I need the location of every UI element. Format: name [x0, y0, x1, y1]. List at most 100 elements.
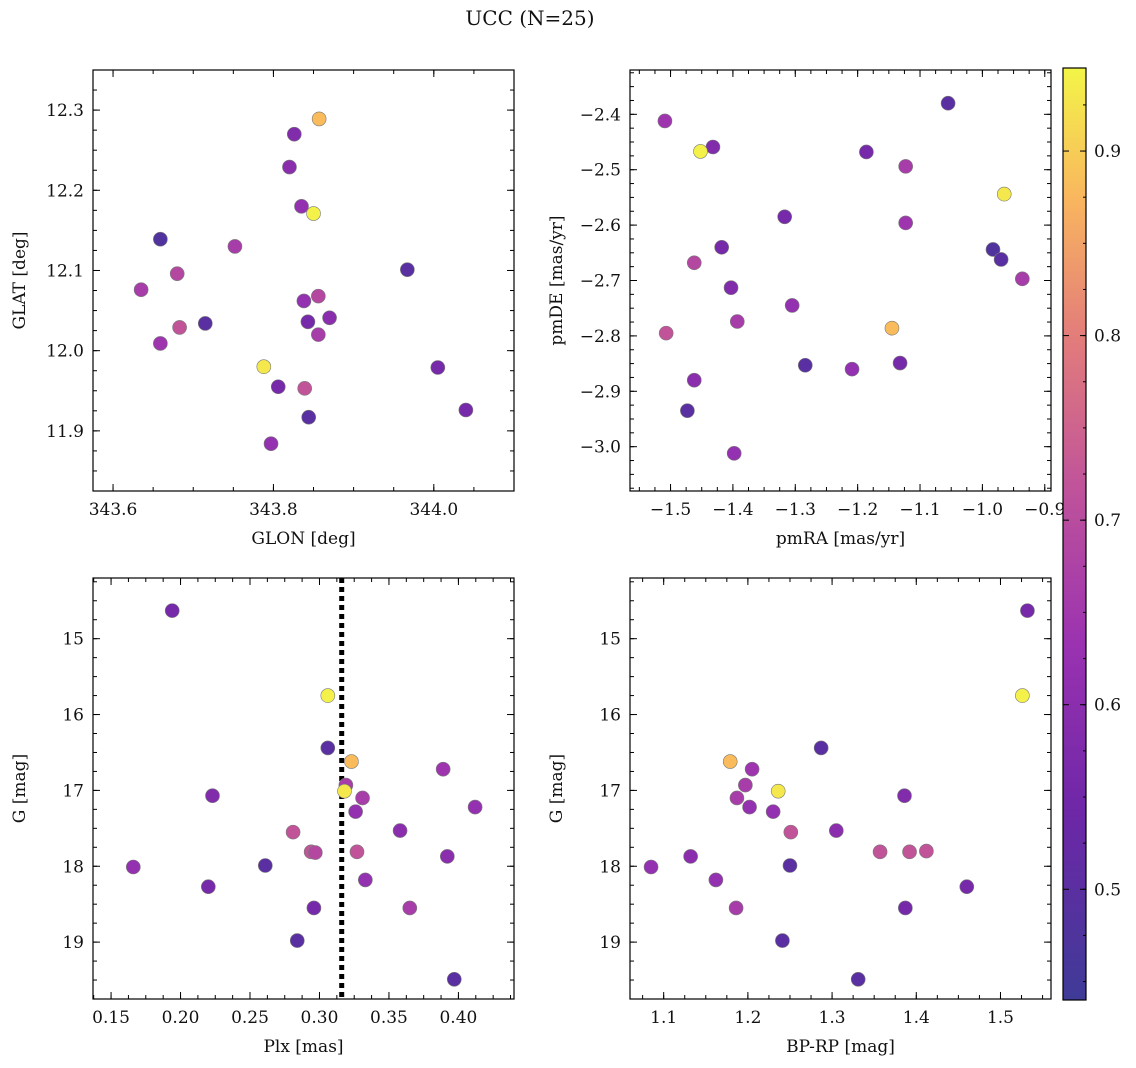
data-point: [153, 336, 168, 351]
data-point: [897, 788, 912, 804]
data-point: [658, 325, 674, 341]
data-point: [828, 823, 844, 838]
data-point: [169, 266, 185, 281]
data-point: [705, 139, 721, 155]
axes-frame: [92, 577, 515, 1000]
data-point: [205, 788, 220, 804]
data-point: [263, 436, 279, 451]
colorbar-tick-label: 0.7: [1094, 511, 1121, 531]
data-point: [708, 872, 724, 888]
data-point: [940, 95, 956, 111]
data-point: [355, 790, 370, 806]
data-point: [349, 844, 365, 860]
data-point: [742, 799, 757, 815]
data-point: [813, 740, 829, 756]
y-tick-label: 18: [599, 857, 621, 877]
data-point: [884, 320, 900, 336]
data-point: [358, 872, 373, 888]
y-axis-label: G [mag]: [10, 754, 30, 823]
data-point: [286, 126, 302, 142]
y-tick-label: 17: [599, 781, 621, 801]
data-point: [714, 239, 729, 255]
y-tick-label: −2.5: [580, 161, 621, 181]
data-point: [728, 900, 744, 916]
data-point: [308, 845, 323, 860]
y-tick-label: −3.0: [580, 438, 621, 458]
data-point: [285, 824, 301, 840]
data-point: [898, 159, 913, 174]
data-point: [683, 849, 698, 864]
data-point: [311, 288, 326, 304]
data-point: [680, 403, 695, 418]
y-tick-label: 19: [599, 933, 621, 953]
y-tick-label: −2.4: [580, 105, 621, 125]
data-point: [337, 783, 352, 799]
axes-frame: [629, 577, 1052, 1000]
x-tick-label: −1.1: [899, 500, 940, 520]
data-point: [467, 799, 483, 815]
y-tick-label: 12.2: [46, 181, 84, 201]
data-point: [902, 844, 917, 860]
data-point: [1015, 688, 1030, 703]
data-point: [430, 360, 446, 375]
data-point: [402, 900, 418, 916]
figure-title: UCC (N=25): [465, 6, 595, 30]
y-tick-label: 12.1: [46, 261, 84, 281]
y-tick-label: 15: [62, 630, 84, 650]
x-tick-label: −1.3: [775, 500, 816, 520]
data-point: [296, 293, 312, 309]
x-tick-label: 1.5: [987, 1008, 1014, 1028]
data-point: [844, 361, 860, 377]
x-tick-label: 1.1: [650, 1008, 677, 1028]
data-point: [777, 209, 792, 225]
x-tick-label: 0.25: [231, 1008, 269, 1028]
data-point: [850, 971, 866, 987]
x-tick-label: −1.2: [837, 500, 878, 520]
data-point: [400, 262, 415, 277]
x-tick-label: 0.30: [301, 1008, 339, 1028]
y-tick-label: 18: [62, 857, 84, 877]
y-axis-label: GLAT [deg]: [10, 231, 30, 329]
data-point: [686, 255, 702, 271]
data-point: [726, 446, 742, 461]
data-point: [729, 314, 745, 329]
data-point: [256, 359, 272, 375]
y-tick-label: 11.9: [46, 422, 84, 442]
data-point: [172, 320, 187, 335]
data-point: [344, 754, 359, 769]
data-point: [458, 402, 474, 418]
data-point: [320, 740, 336, 756]
y-axis-label: G [mag]: [547, 754, 567, 823]
colorbar-tick-label: 0.9: [1094, 142, 1121, 162]
data-point: [322, 310, 337, 326]
y-tick-label: 19: [62, 933, 84, 953]
data-point: [959, 879, 975, 895]
y-tick-label: −2.7: [580, 272, 621, 292]
x-tick-label: −1.0: [962, 500, 1003, 520]
data-point: [723, 280, 739, 296]
data-point: [775, 933, 790, 948]
data-point: [898, 215, 913, 231]
y-tick-label: −2.9: [580, 382, 621, 402]
colorbar-tick-label: 0.8: [1094, 327, 1121, 347]
data-point: [227, 239, 243, 254]
colorbar-tick-label: 0.6: [1094, 696, 1121, 716]
y-tick-label: −2.6: [580, 216, 621, 236]
data-point: [993, 252, 1009, 267]
colorbar-tick-label: 0.5: [1094, 880, 1121, 900]
data-point: [783, 824, 799, 840]
x-axis-label: BP-RP [mag]: [786, 1037, 895, 1057]
data-point: [898, 900, 913, 916]
x-axis-label: pmRA [mas/yr]: [776, 529, 905, 549]
y-tick-label: 16: [599, 706, 621, 726]
y-axis-label: pmDE [mas/yr]: [547, 215, 567, 345]
colorbar: 0.5 0.6 0.7 0.8 0.9: [1062, 67, 1121, 1001]
data-point: [784, 298, 800, 313]
axes-frame: [629, 69, 1052, 492]
y-tick-label: 12.0: [46, 342, 84, 362]
x-tick-label: −1.5: [650, 500, 691, 520]
data-point: [153, 231, 168, 247]
data-point: [301, 409, 317, 425]
data-point: [300, 314, 316, 330]
